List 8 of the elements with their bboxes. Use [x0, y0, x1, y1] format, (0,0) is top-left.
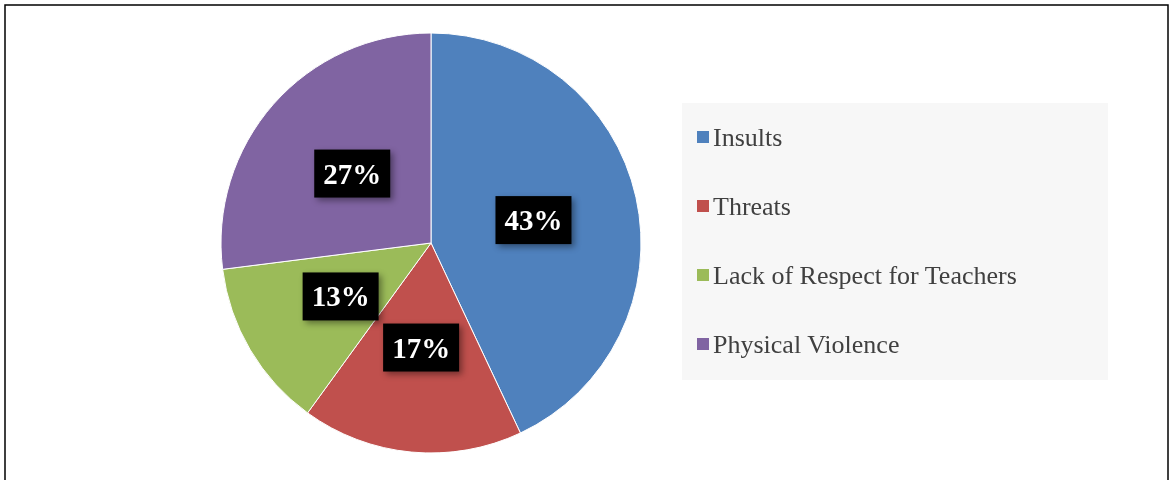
data-label: 13% [311, 280, 370, 313]
legend-label: Insults [713, 123, 783, 152]
data-label: 27% [323, 157, 382, 190]
legend-label: Threats [713, 192, 791, 221]
legend-label: Physical Violence [713, 330, 900, 359]
legend-label: Lack of Respect for Teachers [713, 261, 1017, 290]
data-label: 17% [392, 331, 451, 364]
data-label: 43% [504, 204, 563, 237]
